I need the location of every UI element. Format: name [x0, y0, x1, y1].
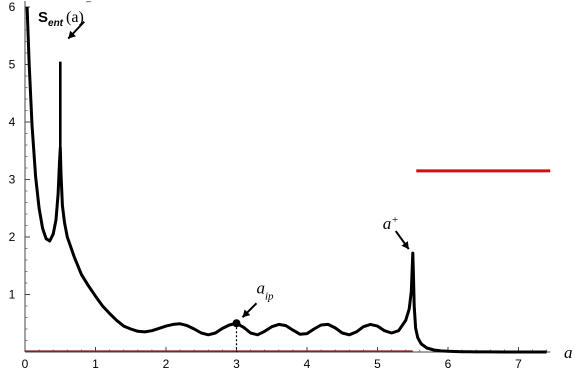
annotation-label-sub: ip — [265, 290, 274, 302]
y-axis-label-main: S — [38, 9, 48, 26]
annotation-label-sub: + — [391, 214, 398, 226]
x-tick-label: 7 — [515, 357, 522, 369]
annotation-label-main: a — [76, 0, 85, 4]
axes — [24, 1, 551, 353]
annotation-arrowhead — [68, 30, 76, 39]
annotation-label: a− — [76, 0, 92, 9]
x-tick-label: 5 — [374, 357, 381, 369]
x-tick-label: 0 — [22, 357, 29, 369]
annotation-label: aip — [257, 278, 275, 302]
y-tick-label: 2 — [9, 230, 16, 244]
y-tick-label: 4 — [9, 115, 16, 129]
y-axis-label: Sent (a) — [38, 9, 84, 29]
x-tick-label: 6 — [445, 357, 452, 369]
x-tick-label: 1 — [92, 357, 99, 369]
y-tick-label: 5 — [9, 58, 16, 72]
y-axis-label-arg: (a) — [66, 9, 84, 26]
y-tick-label: 3 — [9, 173, 16, 187]
x-axis-label: a — [564, 343, 573, 362]
annotation-label: a+ — [383, 214, 399, 233]
ticks: 0 1 2 3 4 5 6 7 1 2 3 4 5 6 — [9, 0, 548, 369]
entropy-curve — [25, 6, 547, 354]
annotation-arrowhead — [401, 241, 409, 250]
annotation-arrowhead — [242, 309, 251, 318]
x-tick-label: 4 — [304, 357, 311, 369]
y-tick-label: 1 — [9, 288, 16, 302]
axis-labels: Sent (a) a — [38, 9, 573, 362]
x-tick-label: 3 — [233, 357, 240, 369]
y-axis-label-sub: ent — [48, 18, 64, 29]
y-tick-label: 6 — [9, 0, 16, 14]
annotation-label-sub: − — [85, 0, 92, 9]
x-tick-label: 2 — [163, 357, 170, 369]
curves — [25, 6, 547, 354]
reference-lines — [25, 169, 551, 352]
annotation-label-main: a — [383, 214, 392, 233]
annotation-label-main: a — [257, 278, 266, 297]
